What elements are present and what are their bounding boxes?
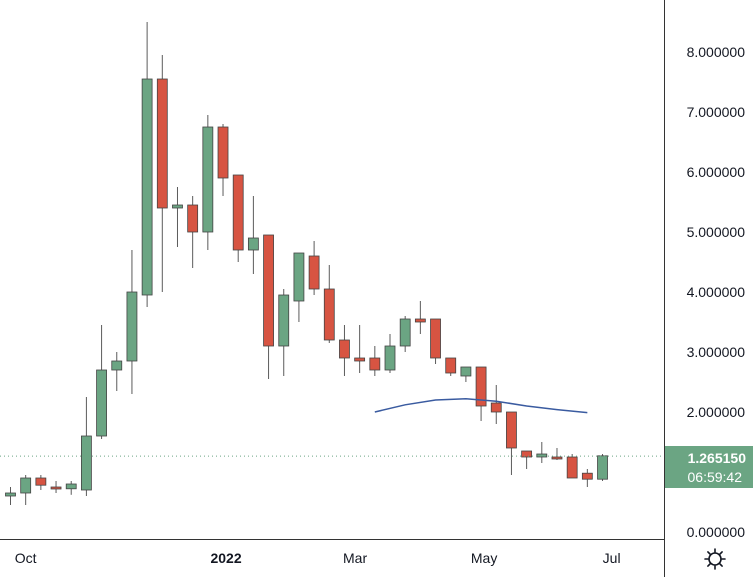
candle-up <box>111 360 123 371</box>
candle-up <box>65 483 77 490</box>
price-tick-label: 2.000000 <box>687 404 746 420</box>
candle-down <box>445 357 457 374</box>
price-tick-label: 0.000000 <box>687 524 746 540</box>
candle-up <box>126 291 138 362</box>
candle-up <box>278 294 290 347</box>
last-price-badge: 1.265150 06:59:42 <box>665 446 753 488</box>
candle-up <box>20 477 32 494</box>
candle-up <box>247 237 259 251</box>
candle-up <box>293 252 305 302</box>
candle-up <box>172 204 183 209</box>
moving-average-line <box>374 398 588 414</box>
price-tick-label: 4.000000 <box>687 284 746 300</box>
time-tick-label: 2022 <box>210 550 241 566</box>
candle-down <box>156 78 168 209</box>
candle-down <box>581 472 593 480</box>
candle-down <box>50 486 62 490</box>
candle-down <box>187 204 199 233</box>
candle-up <box>399 318 411 347</box>
candle-down <box>232 174 244 251</box>
gear-icon-glyph <box>704 548 726 570</box>
candle-up <box>536 453 548 458</box>
candle-up <box>141 78 153 296</box>
candle-down <box>369 357 381 371</box>
candle-down <box>323 288 335 341</box>
candles-layer <box>5 22 608 505</box>
candle-down <box>566 456 578 479</box>
candle-up <box>460 366 472 377</box>
candle-down <box>217 126 229 179</box>
price-tick-label: 6.000000 <box>687 164 746 180</box>
candle-down <box>354 357 366 362</box>
candle-down <box>414 318 426 323</box>
countdown-label: 06:59:42 <box>688 469 743 485</box>
last-price-badge-bg <box>665 446 753 488</box>
price-tick-label: 8.000000 <box>687 44 746 60</box>
candle-down <box>506 411 517 449</box>
candle-down <box>263 234 274 347</box>
candle-down <box>551 456 563 460</box>
candle-up <box>96 369 107 437</box>
candle-up <box>202 126 214 233</box>
time-axis[interactable]: Oct 2022 Mar May Jul <box>15 550 621 566</box>
last-price-label: 1.265150 <box>688 450 747 466</box>
price-axis[interactable]: 8.000000 7.000000 6.000000 5.000000 4.000000… <box>687 44 746 540</box>
price-tick-label: 3.000000 <box>687 344 746 360</box>
time-tick-label: Mar <box>343 550 367 566</box>
candle-down <box>35 477 47 486</box>
time-tick-label: Jul <box>603 550 621 566</box>
price-tick-label: 7.000000 <box>687 104 746 120</box>
candle-down <box>339 339 350 359</box>
candle-up <box>81 435 92 491</box>
time-tick-label: Oct <box>15 550 37 566</box>
candle-up <box>384 345 396 371</box>
time-tick-label: May <box>471 550 497 566</box>
price-tick-label: 5.000000 <box>687 224 746 240</box>
candle-down <box>475 366 487 407</box>
candle-down <box>430 318 441 359</box>
candle-down <box>521 450 533 458</box>
candle-up <box>597 455 608 480</box>
gear-icon[interactable] <box>700 544 730 574</box>
candle-down <box>308 255 320 290</box>
candle-down <box>490 402 502 413</box>
candle-up <box>5 492 16 497</box>
